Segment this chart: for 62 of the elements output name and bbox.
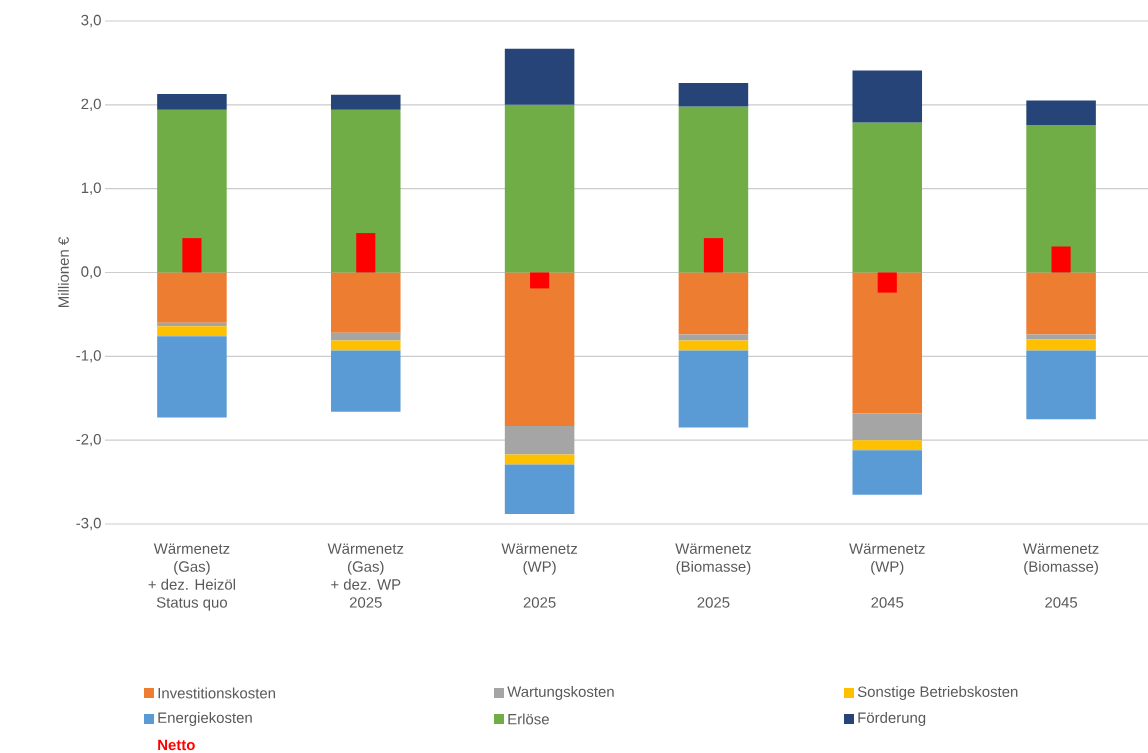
x-tick-label: Wärmenetz (Gas) + dez. WP 2025 — [327, 543, 404, 608]
y-tick-label: -3,0 — [76, 517, 101, 531]
bar — [504, 464, 575, 514]
bar — [356, 233, 376, 273]
bar — [852, 413, 923, 441]
bar — [504, 425, 575, 455]
category-label: Wärmenetz (Biomasse) 2045 — [1022, 543, 1099, 608]
x-tick-label: Wärmenetz (Gas) + dez. Heizöl Status quo — [148, 543, 235, 611]
bar — [678, 272, 749, 335]
y-tick-label: -2,0 — [76, 433, 101, 447]
bar — [504, 272, 575, 426]
bar — [678, 350, 749, 428]
legend-label: Energiekosten — [158, 712, 252, 726]
legend-label: Erlöse — [508, 713, 549, 725]
bar — [504, 454, 575, 465]
category-label: Wärmenetz (Biomasse) 2025 — [675, 543, 751, 608]
bar — [1026, 272, 1096, 335]
legend-label: Förderung — [858, 712, 926, 726]
bar — [1026, 124, 1096, 273]
bar — [330, 350, 401, 412]
bar — [504, 48, 575, 105]
bar — [703, 238, 723, 273]
bar — [182, 238, 202, 273]
bar — [330, 272, 401, 333]
bar — [330, 340, 401, 351]
bar — [504, 104, 575, 273]
bar — [157, 326, 227, 337]
y-tick-label: 2,0 — [81, 98, 101, 111]
legend-label: Sonstige Betriebskosten — [857, 686, 1018, 700]
text: Netto — [158, 739, 195, 751]
bar — [330, 94, 401, 110]
bar — [678, 106, 749, 273]
bar — [678, 83, 749, 107]
bar — [1026, 350, 1096, 420]
y-axis-title: Millionen € — [57, 237, 69, 307]
bar — [877, 272, 897, 293]
bar — [157, 93, 227, 110]
bar — [1026, 339, 1096, 351]
bar — [852, 450, 923, 495]
bar — [678, 340, 749, 351]
category-label: Wärmenetz (WP) 2045 — [849, 543, 925, 608]
bar — [157, 336, 227, 418]
bar — [330, 332, 401, 341]
bar — [157, 272, 227, 323]
bar — [330, 109, 401, 273]
bar — [1051, 246, 1071, 273]
bar — [157, 109, 227, 273]
bar — [852, 440, 923, 451]
legend-label: Investitionskosten — [158, 687, 276, 699]
bar — [1026, 100, 1096, 125]
bar — [852, 122, 923, 273]
category-label: Wärmenetz (WP) 2025 — [501, 543, 578, 608]
bar — [1026, 334, 1096, 340]
legend-label: Wartungskosten — [507, 686, 614, 700]
y-tick-label: 0,0 — [81, 266, 101, 279]
y-tick-label: 3,0 — [81, 14, 101, 28]
bar — [530, 272, 550, 289]
bar — [852, 70, 923, 123]
y-tick-label: -1,0 — [76, 350, 101, 363]
y-tick-label: 1,0 — [81, 182, 101, 195]
bar — [852, 272, 923, 414]
bar — [157, 322, 227, 327]
